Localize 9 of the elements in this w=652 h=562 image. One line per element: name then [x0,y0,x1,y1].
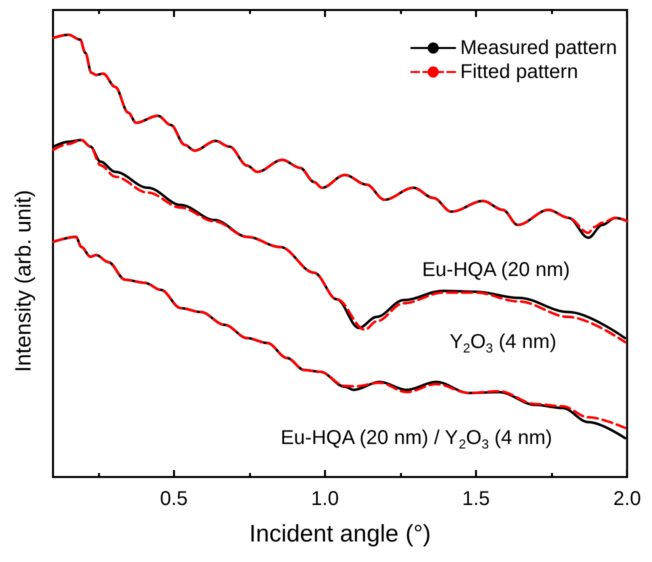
y-axis-title: Intensity (arb. unit) [10,190,36,372]
legend-label: Measured pattern [460,37,618,59]
legend-label: Fitted pattern [460,61,578,83]
x-tick-label: 0.5 [160,488,188,510]
x-axis-title: Incident angle (°) [249,520,431,548]
x-tick-label: 1.5 [462,488,490,510]
x-tick-label: 2.0 [613,488,642,510]
annotation: Eu-HQA (20 nm) [422,259,570,281]
x-tick-label: 1.0 [311,488,339,510]
